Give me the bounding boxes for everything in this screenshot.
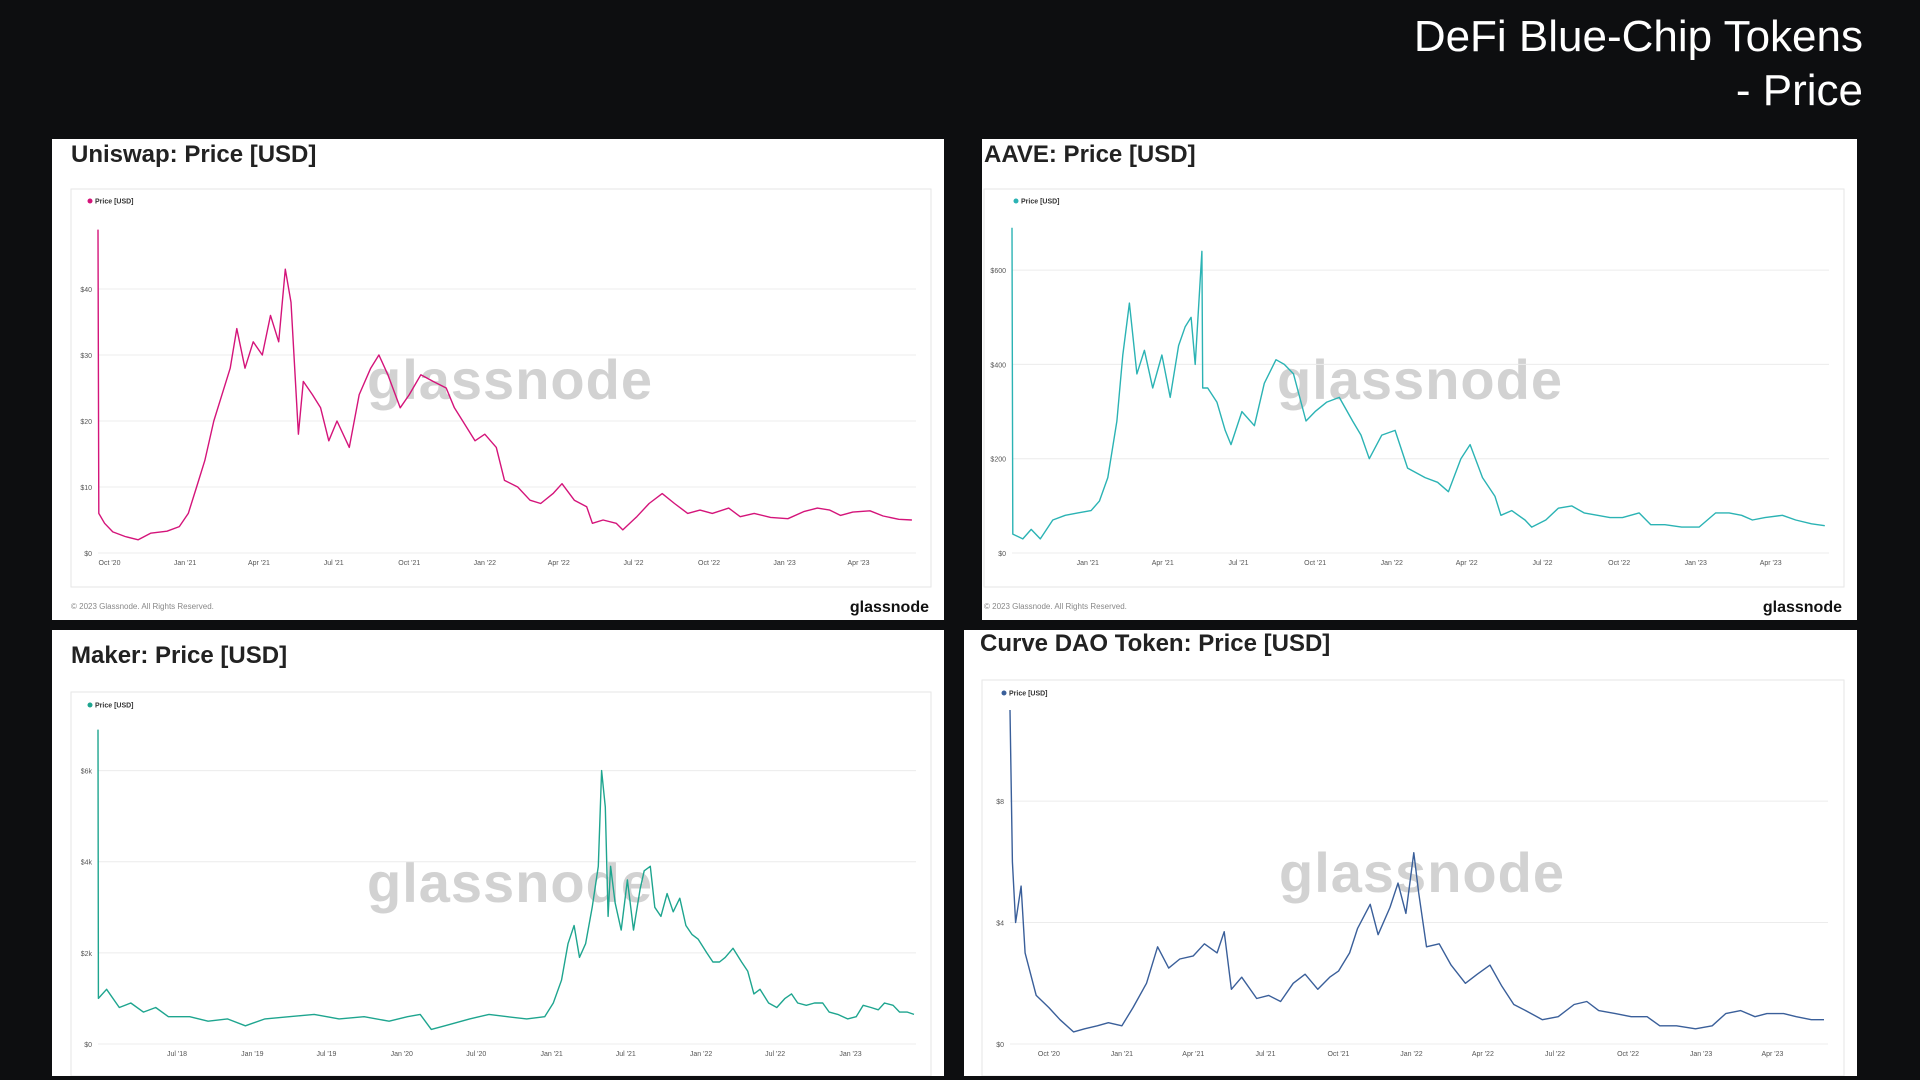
glassnode-logo: glassnode xyxy=(1762,599,1842,616)
maker-price-chart: $0 $2k $4k $6k Jul '18 Jan '19 Jul '19 Jan '20 J… xyxy=(70,691,932,1076)
legend-label: Price [USD] xyxy=(1021,199,1060,206)
chart-frame xyxy=(983,188,1845,588)
copyright-text: © 2023 Glassnode. All Rights Reserved. xyxy=(984,602,1127,611)
x-tick-label: Apr '22 xyxy=(548,560,570,567)
x-tick-label: Jan '23 xyxy=(773,560,795,567)
x-tick-label: Apr '22 xyxy=(1456,560,1478,567)
x-tick-label: Jul '22 xyxy=(1533,560,1553,567)
y-tick-label: $400 xyxy=(990,362,1006,369)
y-tick-label: $40 xyxy=(80,287,92,294)
x-tick-label: Jan '19 xyxy=(241,1051,263,1058)
x-tick-label: Oct '22 xyxy=(698,560,720,567)
x-tick-label: Jan '21 xyxy=(174,560,196,567)
x-tick-label: Oct '22 xyxy=(1608,560,1630,567)
x-tick-label: Jul '21 xyxy=(1255,1051,1275,1058)
chart-title: AAVE: Price [USD] xyxy=(984,141,1196,168)
legend-marker xyxy=(87,702,93,708)
y-tick-label: $6k xyxy=(81,769,93,776)
x-tick-label: Oct '20 xyxy=(1038,1051,1060,1058)
uniswap-chart-panel: Uniswap: Price [USD] glassnode $0 $10 $20 $… xyxy=(52,139,944,620)
x-tick-label: Jan '21 xyxy=(1077,560,1099,567)
legend-marker xyxy=(1001,690,1007,696)
chart-frame xyxy=(70,188,932,588)
x-tick-label: Apr '21 xyxy=(1182,1051,1204,1058)
x-tick-label: Jul '20 xyxy=(466,1051,486,1058)
y-tick-label: $20 xyxy=(80,419,92,426)
legend-marker xyxy=(1013,198,1019,204)
curve-price-chart: $0 $4 $8 Oct '20 Jan '21 Apr '21 Jul '21 Oct '2… xyxy=(981,679,1845,1076)
x-tick-label: Oct '21 xyxy=(1304,560,1326,567)
y-tick-label: $0 xyxy=(84,1042,92,1049)
x-tick-label: Jan '22 xyxy=(1400,1051,1422,1058)
y-tick-label: $200 xyxy=(990,457,1006,464)
maker-chart-panel: Maker: Price [USD] glassnode $0 $2k $4k $6k… xyxy=(52,630,944,1076)
y-tick-label: $4 xyxy=(996,921,1004,928)
x-tick-label: Jul '18 xyxy=(167,1051,187,1058)
chart-title: Curve DAO Token: Price [USD] xyxy=(980,630,1331,657)
x-tick-label: Oct '21 xyxy=(1327,1051,1349,1058)
chart-frame xyxy=(70,691,932,1076)
glassnode-logo: glassnode xyxy=(849,599,929,616)
price-series-line xyxy=(1011,227,1825,540)
chart-title: Maker: Price [USD] xyxy=(71,642,288,669)
x-tick-label: Jul '21 xyxy=(1229,560,1249,567)
x-tick-label: Apr '21 xyxy=(248,560,270,567)
x-tick-label: Jan '22 xyxy=(690,1051,712,1058)
x-tick-label: Apr '23 xyxy=(1761,1051,1783,1058)
x-tick-label: Jan '20 xyxy=(391,1051,413,1058)
x-tick-label: Apr '22 xyxy=(1472,1051,1494,1058)
x-tick-label: Jul '21 xyxy=(324,560,344,567)
x-tick-label: Jul '22 xyxy=(765,1051,785,1058)
price-series-line xyxy=(97,729,915,1031)
x-tick-label: Apr '23 xyxy=(1760,560,1782,567)
page-title-line2: - Price xyxy=(1735,66,1863,115)
x-tick-label: Jan '22 xyxy=(1381,560,1403,567)
y-tick-label: $10 xyxy=(80,485,92,492)
x-tick-label: Oct '20 xyxy=(99,560,121,567)
price-series-line xyxy=(1009,709,1824,1033)
x-tick-label: Oct '22 xyxy=(1617,1051,1639,1058)
aave-price-chart: $0 $200 $400 $600 Jan '21 Apr '21 Jul '21 Oct '… xyxy=(983,188,1845,588)
x-tick-label: Jan '22 xyxy=(474,560,496,567)
curve-chart-panel: Curve DAO Token: Price [USD] glassnode $… xyxy=(964,630,1857,1076)
page-title-line1: DeFi Blue-Chip Tokens xyxy=(1413,12,1863,61)
x-tick-label: Jan '23 xyxy=(1685,560,1707,567)
y-tick-label: $0 xyxy=(84,551,92,558)
x-tick-label: Oct '21 xyxy=(398,560,420,567)
x-tick-label: Jan '21 xyxy=(1111,1051,1133,1058)
x-tick-label: Jan '23 xyxy=(839,1051,861,1058)
chart-frame xyxy=(981,679,1845,1076)
aave-chart-panel: AAVE: Price [USD] glassnode $0 $200 $400 $6… xyxy=(982,139,1857,620)
y-tick-label: $2k xyxy=(81,951,93,958)
legend-label: Price [USD] xyxy=(95,703,134,710)
x-tick-label: Apr '21 xyxy=(1152,560,1174,567)
copyright-text: © 2023 Glassnode. All Rights Reserved. xyxy=(71,602,214,611)
legend-marker xyxy=(87,198,93,204)
y-tick-label: $8 xyxy=(996,799,1004,806)
y-tick-label: $4k xyxy=(81,860,93,867)
x-tick-label: Jan '21 xyxy=(540,1051,562,1058)
x-tick-label: Apr '23 xyxy=(848,560,870,567)
y-tick-label: $0 xyxy=(998,551,1006,558)
y-tick-label: $0 xyxy=(996,1042,1004,1049)
x-tick-label: Jul '22 xyxy=(623,560,643,567)
y-tick-label: $600 xyxy=(990,268,1006,275)
price-series-line xyxy=(97,229,912,541)
chart-title: Uniswap: Price [USD] xyxy=(71,141,317,168)
x-tick-label: Jul '22 xyxy=(1545,1051,1565,1058)
uniswap-price-chart: $0 $10 $20 $30 $40 Oct '20 Jan '21 Apr '21 Jul '… xyxy=(70,188,932,588)
page-title: DeFi Blue-Chip Tokens - Price xyxy=(1414,10,1863,118)
x-tick-label: Jul '19 xyxy=(316,1051,336,1058)
legend-label: Price [USD] xyxy=(1009,691,1048,698)
y-tick-label: $30 xyxy=(80,353,92,360)
x-tick-label: Jan '23 xyxy=(1690,1051,1712,1058)
legend-label: Price [USD] xyxy=(95,199,134,206)
x-tick-label: Jul '21 xyxy=(616,1051,636,1058)
